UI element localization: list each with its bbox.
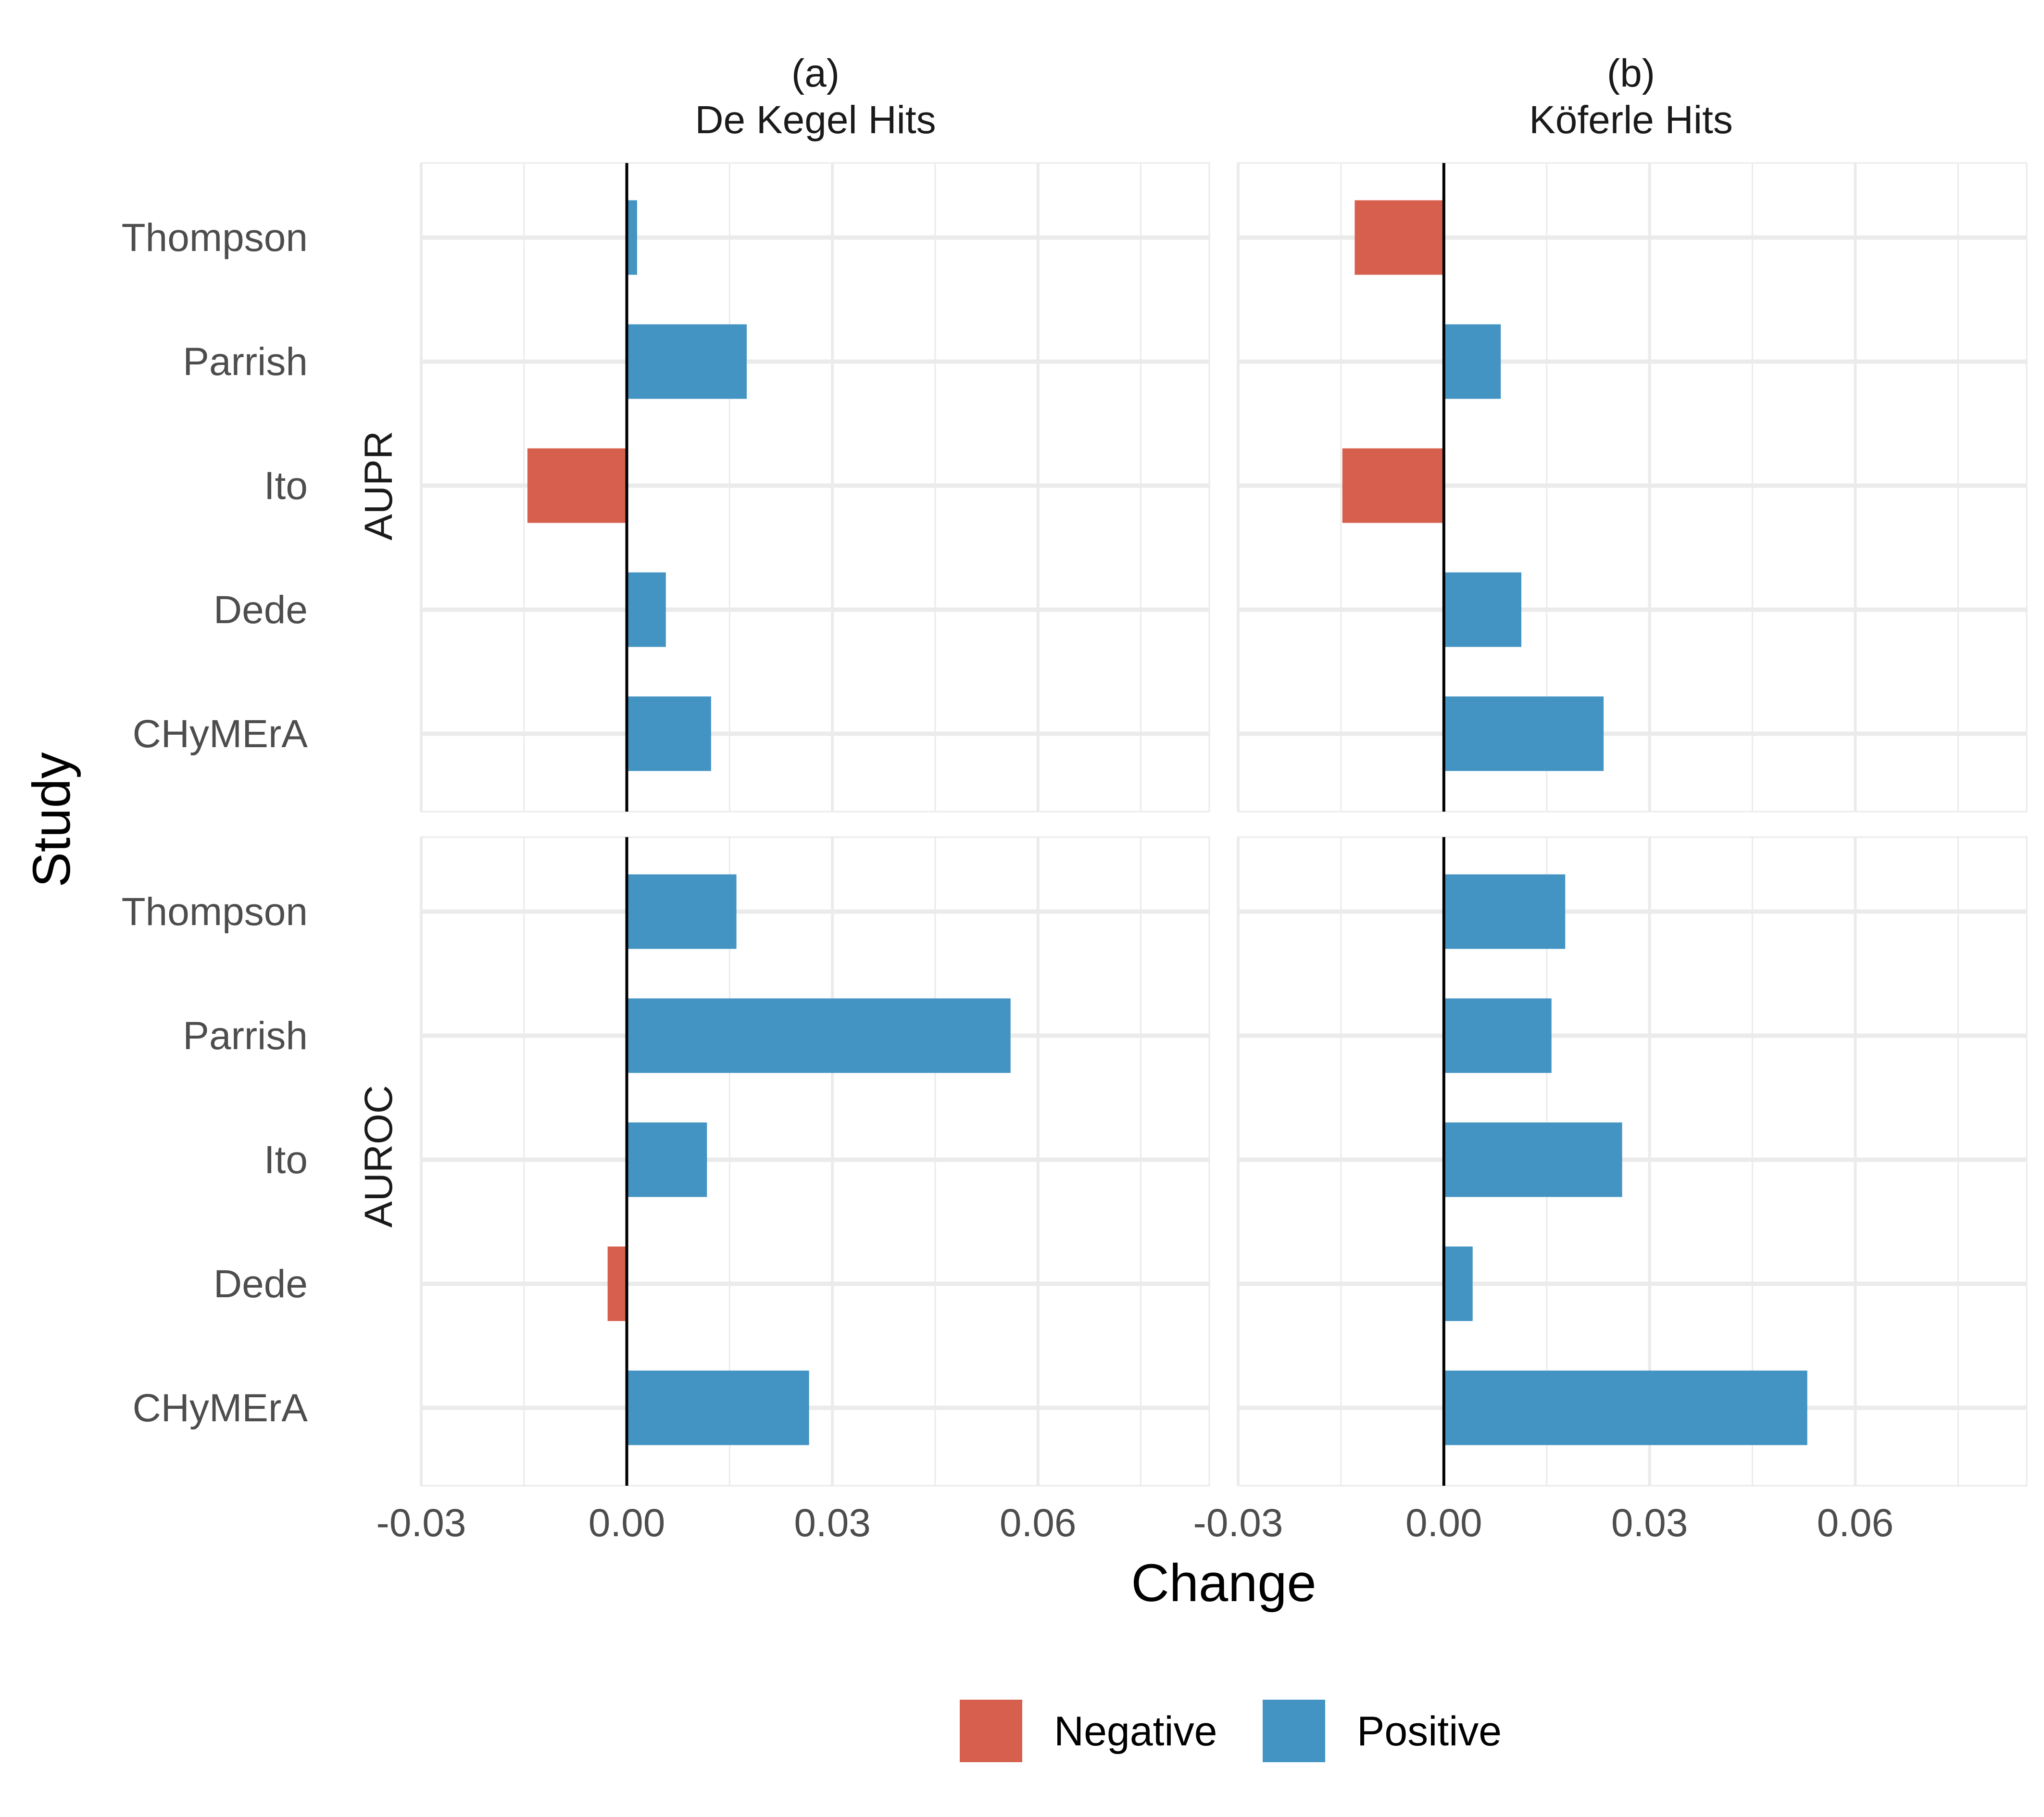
- x-axis-title: Change: [1131, 1554, 1316, 1613]
- y-tick-label-aupr-thompson: Thompson: [122, 216, 308, 260]
- bar-de-kegel-hits-auroc-parrish: [627, 998, 1011, 1073]
- bar-de-kegel-hits-auroc-thompson: [627, 874, 737, 949]
- x-tick-label-b: 0.06: [1817, 1501, 1894, 1545]
- bar-de-kegel-hits-aupr-ito: [527, 448, 627, 523]
- bar-de-kegel-hits-auroc-chymera: [627, 1370, 809, 1445]
- x-tick-label-b: -0.03: [1193, 1501, 1283, 1545]
- bar-de-kegel-hits-aupr-chymera: [627, 696, 711, 771]
- x-tick-label-a: 0.00: [589, 1501, 665, 1545]
- bar-k-ferle-hits-aupr-thompson: [1354, 200, 1444, 275]
- y-tick-label-aupr-chymera: CHyMErA: [133, 712, 308, 756]
- y-tick-label-auroc-parrish: Parrish: [183, 1014, 308, 1058]
- bar-k-ferle-hits-auroc-thompson: [1443, 874, 1566, 949]
- panels-layer: Thompson Parrish Ito Dede CHyMErA Thompson Par…: [122, 162, 2028, 1545]
- strip-letter-a: (a): [791, 51, 840, 95]
- y-tick-label-aupr-parrish: Parrish: [183, 340, 308, 384]
- y-tick-label-aupr-ito: Ito: [264, 464, 308, 508]
- strip-title-a: De Kegel Hits: [695, 98, 936, 142]
- bar-k-ferle-hits-aupr-ito: [1342, 448, 1444, 523]
- bar-de-kegel-hits-auroc-dede: [607, 1246, 627, 1321]
- strip-letter-b: (b): [1607, 51, 1655, 95]
- x-tick-label-a: -0.03: [376, 1501, 466, 1545]
- y-tick-label-auroc-chymera: CHyMErA: [133, 1386, 308, 1430]
- x-tick-label-a: 0.06: [1000, 1501, 1077, 1545]
- bar-k-ferle-hits-auroc-ito: [1443, 1122, 1622, 1197]
- bar-k-ferle-hits-auroc-parrish: [1443, 998, 1552, 1073]
- legend-label-negative: Negative: [1054, 1708, 1217, 1754]
- x-tick-label-b: 0.03: [1611, 1501, 1688, 1545]
- x-tick-label-a: 0.03: [794, 1501, 871, 1545]
- legend-key-positive: [1263, 1700, 1325, 1762]
- bar-k-ferle-hits-auroc-chymera: [1443, 1370, 1807, 1445]
- bar-k-ferle-hits-aupr-parrish: [1443, 324, 1501, 399]
- labels-layer: (a) De Kegel Hits (b) Köferle Hits AUPR …: [22, 51, 1733, 1762]
- y-tick-label-auroc-dede: Dede: [213, 1262, 308, 1306]
- row-label-auroc: AUROC: [357, 1085, 401, 1228]
- y-tick-label-aupr-dede: Dede: [213, 588, 308, 632]
- y-axis-title: Study: [22, 752, 81, 887]
- legend-key-negative: [960, 1700, 1022, 1762]
- bar-de-kegel-hits-aupr-parrish: [627, 324, 747, 399]
- y-tick-label-auroc-ito: Ito: [264, 1138, 308, 1182]
- strip-title-b: Köferle Hits: [1529, 98, 1733, 142]
- bar-k-ferle-hits-auroc-dede: [1443, 1246, 1473, 1321]
- x-tick-label-b: 0.00: [1405, 1501, 1482, 1545]
- row-label-aupr: AUPR: [357, 431, 401, 540]
- bar-k-ferle-hits-aupr-chymera: [1443, 696, 1604, 771]
- bar-de-kegel-hits-auroc-ito: [627, 1122, 707, 1197]
- legend-label-positive: Positive: [1357, 1708, 1502, 1754]
- bar-de-kegel-hits-aupr-dede: [627, 572, 666, 647]
- bar-de-kegel-hits-aupr-thompson: [627, 200, 637, 275]
- y-tick-label-auroc-thompson: Thompson: [122, 890, 308, 934]
- bar-k-ferle-hits-aupr-dede: [1443, 572, 1521, 647]
